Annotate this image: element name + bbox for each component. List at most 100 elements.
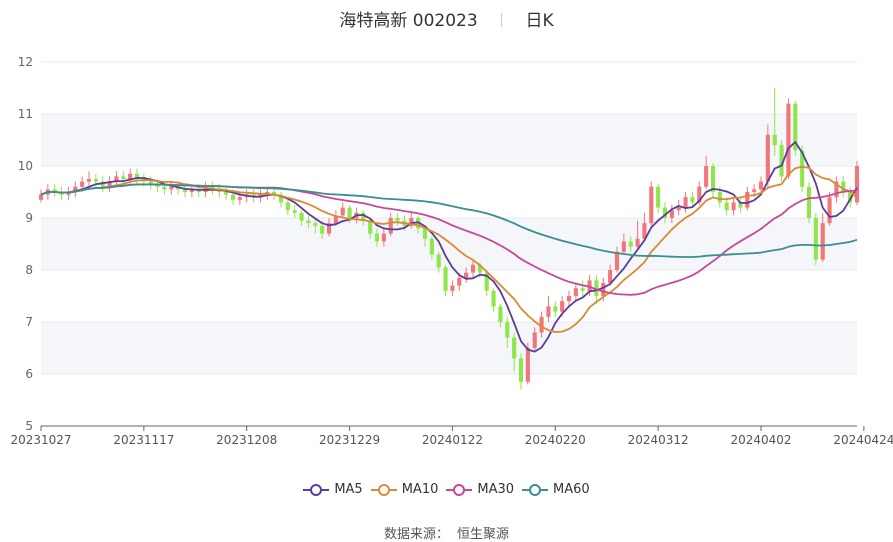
legend-item-ma60[interactable]: MA60 xyxy=(522,482,590,497)
candle xyxy=(635,220,640,250)
candle xyxy=(470,259,476,278)
candle xyxy=(340,202,345,218)
candle xyxy=(745,186,750,211)
candle-body xyxy=(313,223,318,226)
candle xyxy=(107,176,112,192)
y-tick-label: 8 xyxy=(25,263,33,277)
x-tick-label: 20240312 xyxy=(628,433,689,447)
candle-body xyxy=(80,181,85,187)
candle-body xyxy=(656,186,661,208)
candle-body xyxy=(683,197,688,208)
source-label: 数据来源： xyxy=(383,527,449,542)
candle xyxy=(395,212,400,226)
candle xyxy=(779,140,784,182)
y-tick-label: 5 xyxy=(25,419,33,433)
legend-label: MA60 xyxy=(553,482,590,497)
candle-body xyxy=(457,277,462,286)
candle xyxy=(361,210,366,226)
y-tick-label: 9 xyxy=(25,211,33,225)
candle-body xyxy=(800,150,805,187)
candle-body xyxy=(553,306,558,312)
candle-body xyxy=(738,202,743,208)
candle-body xyxy=(464,272,469,278)
grid-band xyxy=(41,322,857,374)
candle-body xyxy=(114,176,119,182)
candle-body xyxy=(566,296,572,302)
candle xyxy=(464,267,469,283)
y-tick-label: 10 xyxy=(18,159,33,173)
candle-body xyxy=(107,181,112,187)
candle xyxy=(409,212,414,229)
candle-body xyxy=(505,322,510,338)
ma10-line xyxy=(40,165,858,334)
candle-body xyxy=(333,215,338,224)
candle xyxy=(580,280,585,296)
candle xyxy=(498,303,503,328)
period-label[interactable]: 日K xyxy=(525,11,554,31)
candle-body xyxy=(820,223,825,260)
candle-body xyxy=(148,181,153,185)
candle-body xyxy=(100,181,105,187)
candle-body xyxy=(642,223,647,239)
candle xyxy=(484,270,489,296)
candle-body xyxy=(827,197,832,224)
legend-item-ma30[interactable]: MA30 xyxy=(446,482,514,497)
candle-body xyxy=(93,179,98,182)
candle xyxy=(731,197,736,216)
candle-body xyxy=(765,134,770,182)
candle xyxy=(333,210,338,226)
candle xyxy=(450,280,455,296)
candle xyxy=(86,171,92,187)
legend-item-ma10[interactable]: MA10 xyxy=(370,482,438,497)
chart-header: 海特高新 002023 日K xyxy=(0,6,893,31)
candle xyxy=(114,171,119,187)
x-axis: 20231027 20231117 20231208 20231229 20240122… xyxy=(10,425,893,447)
y-tick-label: 7 xyxy=(25,315,33,329)
candle xyxy=(738,197,743,213)
candle-body xyxy=(388,218,393,234)
source-name: 恒生聚源 xyxy=(457,527,510,542)
candle-body xyxy=(484,272,489,291)
legend-marker-icon xyxy=(370,483,397,496)
candle-body xyxy=(340,207,345,216)
candle xyxy=(608,264,613,286)
candle-body xyxy=(724,202,729,211)
candle-body xyxy=(299,212,304,221)
x-tick-label: 20231117 xyxy=(113,433,174,447)
candle-body xyxy=(278,194,284,203)
candle xyxy=(662,202,668,224)
candle-body xyxy=(854,166,860,203)
ma60-line xyxy=(40,183,858,258)
ma5-line xyxy=(40,141,858,353)
candle-body xyxy=(525,348,530,382)
candle-body xyxy=(347,207,352,218)
candle xyxy=(299,210,304,226)
candle-body xyxy=(710,166,716,192)
candle-body xyxy=(758,181,764,190)
candle-body xyxy=(326,223,332,234)
candle xyxy=(388,212,393,237)
candle-body xyxy=(587,280,592,291)
candle xyxy=(683,192,688,213)
candle xyxy=(313,218,318,234)
candle-body xyxy=(121,176,126,179)
y-tick-label: 12 xyxy=(18,55,33,69)
candle xyxy=(553,301,558,317)
candle-body xyxy=(285,202,290,211)
candle xyxy=(443,264,448,296)
x-tick-label: 20231208 xyxy=(216,433,277,447)
candle-body xyxy=(450,285,455,291)
candle-body xyxy=(169,186,174,190)
candle xyxy=(793,101,798,156)
candle-body xyxy=(745,192,750,208)
candle-body xyxy=(635,238,640,247)
candle xyxy=(374,228,380,247)
candle-body xyxy=(573,288,578,296)
candle xyxy=(422,225,428,247)
legend-item-ma5[interactable]: MA5 xyxy=(303,482,363,497)
candle-body xyxy=(649,186,654,224)
candle xyxy=(224,186,229,200)
candle xyxy=(148,176,153,190)
y-tick-label: 11 xyxy=(18,107,33,121)
x-tick-label: 20240402 xyxy=(730,433,791,447)
